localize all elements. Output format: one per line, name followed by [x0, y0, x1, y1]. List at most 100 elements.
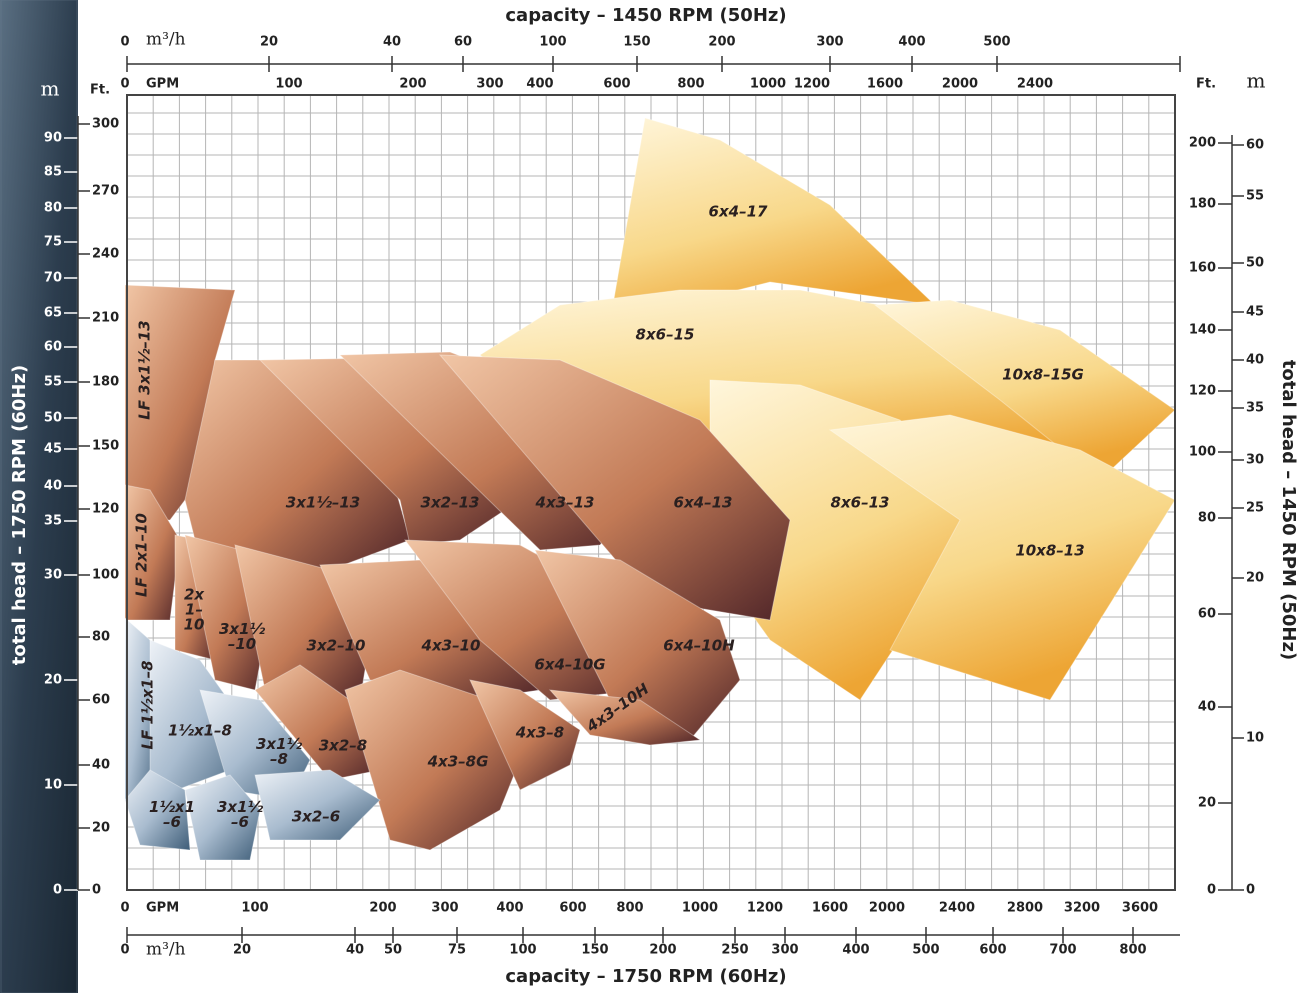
region-label: 3x2–13	[421, 494, 480, 512]
tick-label: 300	[771, 943, 798, 958]
tick-label: 35	[44, 514, 62, 529]
tick-label: 75	[448, 943, 466, 958]
region-label: 3x2–10	[307, 637, 366, 655]
tick-label: 140	[1189, 323, 1216, 338]
region-label: 3x1½–13	[286, 494, 360, 512]
region-label: 10x8–13	[1015, 542, 1084, 560]
tick-label: 250	[721, 943, 748, 958]
tick-label: 700	[1049, 943, 1076, 958]
region-label: 6x4–17	[709, 203, 768, 221]
tick-label: 40	[346, 943, 364, 958]
tick-label: 2400	[939, 901, 975, 916]
tick-label: 240	[92, 247, 119, 262]
region-label: –8	[270, 750, 288, 768]
tick-label: 10	[1246, 731, 1264, 746]
tick-label: 1000	[750, 77, 786, 92]
tick-label: 800	[616, 901, 643, 916]
region-label: 1½x1	[149, 798, 195, 816]
tick-label: 30	[1246, 453, 1264, 468]
tick-label: 1200	[747, 901, 783, 916]
tick-label: 50	[1246, 256, 1264, 271]
tick-label: 150	[581, 943, 608, 958]
top-title: capacity – 1450 RPM (50Hz)	[505, 5, 786, 26]
region-label: 3x1½	[217, 798, 264, 816]
side-panel	[0, 0, 78, 993]
tick-label: 1600	[812, 901, 848, 916]
axis-unit: m	[41, 77, 60, 101]
tick-label: 60	[1198, 607, 1216, 622]
tick-label: 800	[677, 77, 704, 92]
tick-label: 3200	[1064, 901, 1100, 916]
region-label: LF 3x1½–13	[136, 320, 154, 419]
bottom-title: capacity – 1750 RPM (60Hz)	[505, 966, 786, 987]
tick-label: 500	[983, 35, 1010, 50]
tick-label: 55	[1246, 189, 1264, 204]
tick-label: 800	[1119, 943, 1146, 958]
tick-label: 100	[509, 943, 536, 958]
region-label: 6x4–13	[674, 494, 733, 512]
pump-region	[254, 769, 381, 841]
tick-label: 300	[92, 117, 119, 132]
tick-label: 400	[496, 901, 523, 916]
tick-label: 20	[260, 35, 278, 50]
tick-label: 20	[1246, 571, 1264, 586]
tick-label: 3600	[1122, 901, 1158, 916]
tick-label: 0	[120, 901, 129, 916]
tick-label: 0	[120, 77, 129, 92]
region-label: 4x3–8	[515, 724, 565, 742]
tick-label: 65	[44, 306, 62, 321]
tick-label: 400	[526, 77, 553, 92]
tick-label: 55	[44, 375, 62, 390]
tick-label: 0	[1207, 883, 1216, 898]
tick-label: 600	[979, 943, 1006, 958]
region-label: 3x1½	[219, 620, 266, 638]
region-label: 3x2–6	[292, 808, 341, 826]
tick-label: 0	[92, 883, 101, 898]
region-label: LF 2x1–10	[133, 513, 151, 597]
pump-region	[184, 774, 261, 861]
pump-region	[828, 414, 1176, 701]
tick-label: 100	[275, 77, 302, 92]
axis-unit: GPM	[146, 901, 179, 916]
tick-label: 25	[1246, 501, 1264, 516]
tick-label: 45	[1246, 305, 1264, 320]
tick-label: 400	[842, 943, 869, 958]
tick-label: 100	[539, 35, 566, 50]
tick-label: 90	[44, 131, 62, 146]
tick-label: 20	[233, 943, 251, 958]
region-label: 6x4–10G	[534, 656, 605, 674]
tick-label: 2800	[1007, 901, 1043, 916]
tick-label: 40	[92, 758, 110, 773]
tick-label: 100	[1189, 445, 1216, 460]
tick-label: 0	[53, 883, 62, 898]
tick-label: 0	[120, 943, 129, 958]
axis-unit: m	[1247, 69, 1266, 93]
tick-label: 210	[92, 311, 119, 326]
tick-label: 30	[44, 568, 62, 583]
tick-label: 2000	[869, 901, 905, 916]
tick-label: 75	[44, 235, 62, 250]
region-label: 3x2–8	[319, 737, 368, 755]
tick-label: 80	[92, 630, 110, 645]
tick-label: 40	[44, 479, 62, 494]
pump-region	[344, 669, 521, 851]
tick-label: 300	[816, 35, 843, 50]
region-label: –10	[228, 635, 256, 653]
tick-label: 20	[44, 673, 62, 688]
tick-label: 80	[1198, 511, 1216, 526]
tick-label: 80	[44, 201, 62, 216]
tick-label: 500	[912, 943, 939, 958]
plot-frame	[126, 94, 1176, 891]
region-label: –6	[163, 813, 181, 831]
tick-label: 50	[44, 411, 62, 426]
tick-label: 0	[120, 35, 129, 50]
tick-label: 600	[603, 77, 630, 92]
tick-label: 200	[708, 35, 735, 50]
tick-label: 10	[44, 778, 62, 793]
tick-label: 0	[1246, 883, 1255, 898]
tick-label: 35	[1246, 401, 1264, 416]
pump-region	[548, 689, 702, 746]
axis-unit: m³/h	[146, 940, 186, 960]
